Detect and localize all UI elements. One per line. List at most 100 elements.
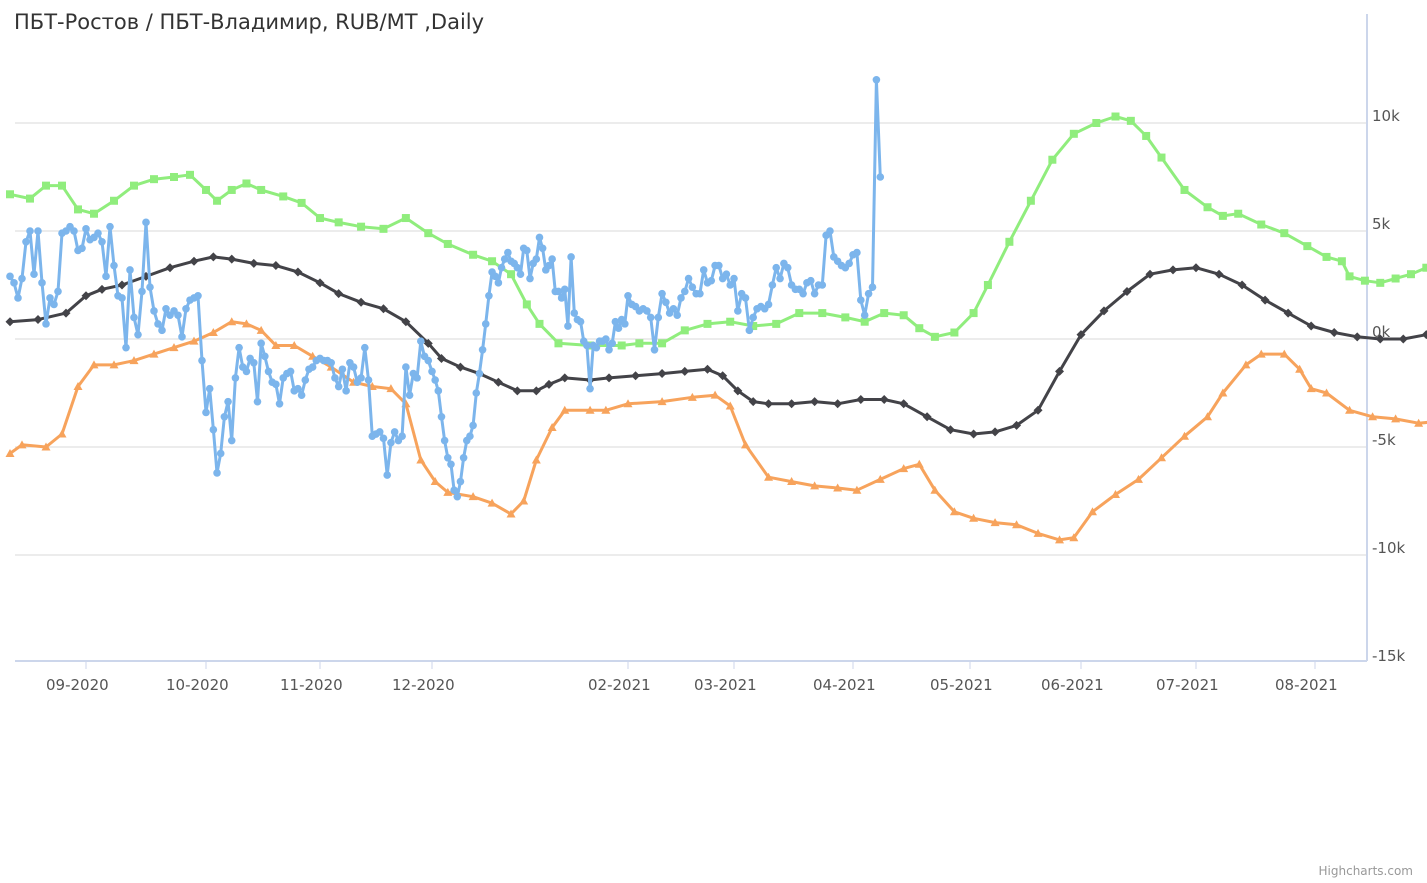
data-point [1257,220,1266,229]
data-point [507,270,516,279]
data-point [413,374,421,382]
data-point [450,486,458,495]
data-point [189,336,199,345]
data-point [864,289,873,298]
data-point [787,399,797,409]
data-point [547,423,557,432]
data-point [650,346,659,354]
data-point [301,376,310,384]
data-point [6,190,14,199]
data-point [857,296,865,304]
data-point [1191,263,1201,273]
data-point [375,428,384,436]
data-point [447,460,455,469]
data-point [150,307,158,315]
data-point [70,227,78,235]
data-point [98,238,106,246]
data-point [169,343,179,352]
data-point [922,412,932,422]
data-point [1345,272,1354,281]
data-point [165,263,175,273]
data-point [703,319,712,328]
data-point [1033,405,1043,415]
data-point [455,362,465,372]
data-point [1398,334,1408,344]
data-point [242,367,251,376]
data-point [1026,196,1035,205]
data-point [662,298,670,307]
data-point [538,244,547,253]
data-point [38,279,46,287]
data-point [532,255,541,263]
data-point [860,317,869,326]
data-point [289,340,299,349]
data-point [272,380,280,389]
data-point [494,279,503,287]
data-point [749,322,758,331]
data-point [624,292,632,300]
data-point [564,322,572,330]
data-point [478,346,487,354]
data-point [500,255,509,263]
data-point [852,485,862,494]
data-point [860,311,869,320]
data-point [6,272,14,281]
data-point [437,412,446,421]
data-point [364,376,373,384]
data-point [535,319,544,328]
data-point [914,459,924,468]
data-point [833,483,843,492]
data-point [34,227,42,235]
data-point [178,333,186,341]
data-point [97,284,107,294]
data-point [162,304,170,313]
data-point [46,294,54,302]
data-point [493,377,503,387]
data-point [1414,418,1424,427]
data-point [983,281,992,289]
data-point [795,309,804,318]
data-point [899,464,909,473]
data-point [969,429,979,439]
data-point [669,304,678,313]
data-point [1203,203,1212,212]
data-point [833,399,843,409]
data-point [216,449,225,458]
data-point [1088,507,1097,516]
data-point [14,294,22,302]
data-point [189,256,199,266]
data-point [428,367,436,376]
data-point [1157,453,1166,462]
data-point [387,438,395,447]
data-point [209,425,218,434]
data-point [1218,211,1227,220]
y-tick-label: -15k [1372,647,1405,665]
data-point [82,225,90,233]
data-point [1122,286,1132,296]
data-point [224,397,232,406]
data-point [1126,116,1135,125]
data-point [334,218,343,227]
data-point [1279,349,1289,358]
data-point [673,311,682,320]
data-point [110,261,118,270]
data-point [26,194,34,203]
data-point [453,492,462,501]
data-point [58,181,66,190]
data-point [718,371,728,381]
credits-link[interactable]: Highcharts.com [1318,864,1413,878]
data-point [1306,321,1316,331]
data-point [57,429,67,438]
data-point [526,274,534,283]
y-tick-label: 5k [1372,215,1391,233]
data-point [436,353,446,363]
data-point [949,507,959,516]
data-point [468,492,478,501]
data-point [1322,388,1332,397]
data-point [361,343,369,352]
data-point [213,469,221,477]
data-point [1422,263,1427,272]
data-point [631,371,641,381]
data-point [249,258,259,268]
